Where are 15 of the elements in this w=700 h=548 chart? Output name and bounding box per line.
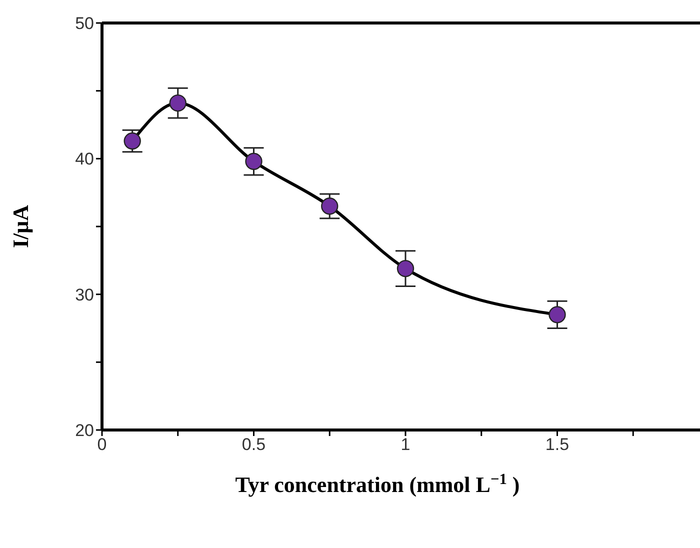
y-tick-label: 20 <box>75 421 94 440</box>
x-tick-label: 0 <box>97 435 107 454</box>
y-tick-label: 40 <box>75 150 94 169</box>
y-axis-title: I/μA <box>8 204 33 248</box>
x-tick-label: 1 <box>400 435 410 454</box>
x-axis-title: Tyr concentration (mmol L$^{−1}$ ) <box>235 470 520 497</box>
point <box>548 306 566 324</box>
point <box>245 152 262 170</box>
y-tick-label: 50 <box>75 14 94 34</box>
point <box>169 94 186 112</box>
point <box>396 260 414 278</box>
point <box>321 198 338 215</box>
y-tick-label: 30 <box>75 285 94 304</box>
x-tick-label: 0.5 <box>242 435 266 454</box>
x-tick-label: 1.5 <box>545 435 570 454</box>
